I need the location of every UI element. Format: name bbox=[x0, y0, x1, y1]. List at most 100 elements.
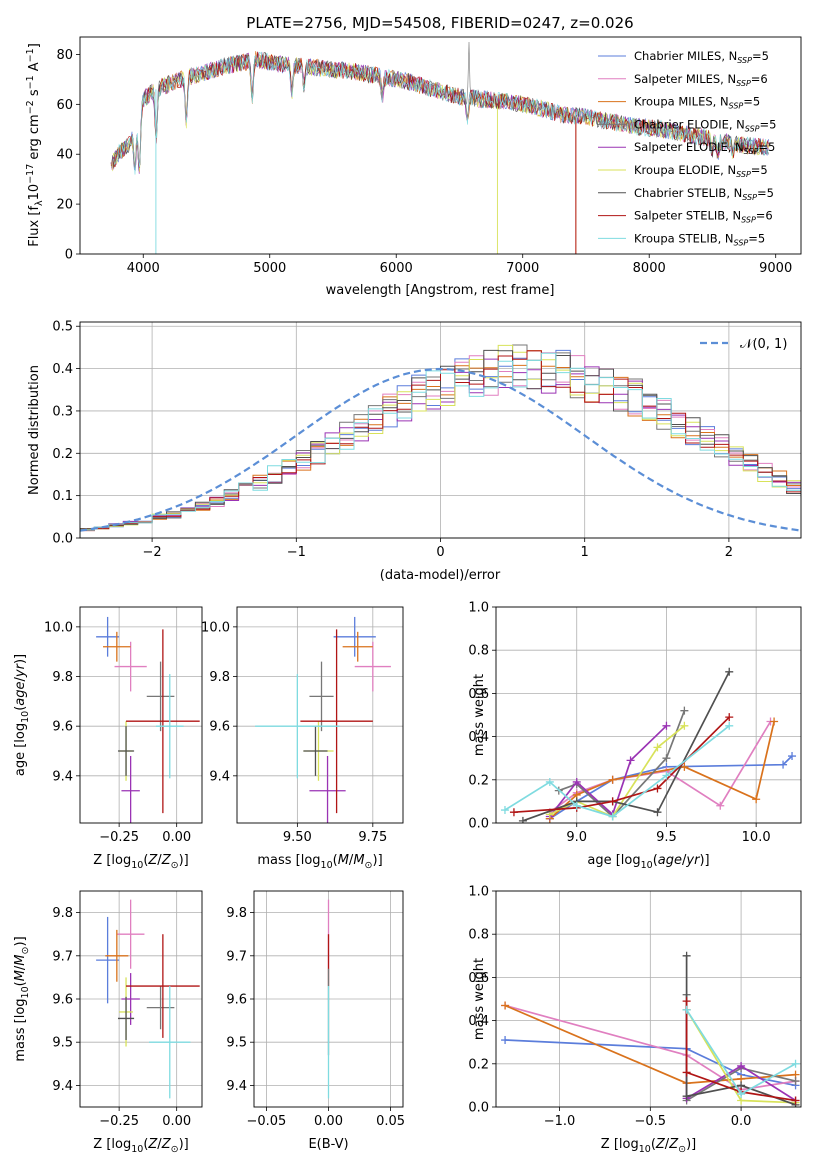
label-part: ⊙ bbox=[678, 1144, 686, 1155]
label-part: Z [log bbox=[93, 853, 131, 868]
weight-marker bbox=[682, 1092, 691, 1101]
label-part: / bbox=[157, 1137, 162, 1152]
legend-sub: SSP bbox=[742, 193, 757, 202]
legend-text: =5 bbox=[748, 231, 765, 245]
label-part: Z [log bbox=[601, 1137, 639, 1152]
weight-line bbox=[685, 1001, 796, 1102]
errorbar-point bbox=[342, 631, 373, 662]
histogram-series bbox=[80, 349, 801, 538]
weight-series bbox=[500, 721, 734, 821]
errorbar-point bbox=[303, 726, 328, 776]
weight-marker bbox=[791, 1096, 800, 1105]
errorbar-point bbox=[116, 899, 145, 969]
label-part: Z bbox=[161, 1137, 172, 1152]
errorbar-point bbox=[354, 641, 391, 692]
label-part: 10 bbox=[131, 860, 143, 871]
x-tick-label: −0.5 bbox=[635, 1114, 667, 1129]
z_age-chart: −0.25 0.009.49.69.810.0Z [log10(Z/Z⊙)]age… bbox=[13, 606, 203, 871]
x-tick-label: −0.25 bbox=[99, 1114, 139, 1129]
spectrum-chart: 4000 5000 6000 7000 8000 9000 0 20 40 60 80 PLATE=2… bbox=[25, 14, 802, 298]
axes-frame bbox=[495, 606, 802, 824]
label-part: )] bbox=[373, 853, 383, 868]
label-part: 10 bbox=[27, 184, 42, 201]
ebv_mass-chart: −0.05 0.00 0.05 9.4 9.5 9.6 9.7 9.8 E(B-V) bbox=[226, 890, 405, 1152]
y-tick-label: 0.1 bbox=[52, 489, 73, 504]
label-part: 10 bbox=[131, 1144, 143, 1155]
legend-label: Salpeter ELODIE, NSSP=5 bbox=[634, 140, 775, 156]
label-part: )] bbox=[179, 1137, 189, 1152]
weight-marker bbox=[608, 775, 617, 784]
label-part: age bbox=[658, 853, 682, 868]
y-axis-label: mass weight bbox=[472, 958, 487, 1040]
label-part: age [log bbox=[587, 853, 640, 868]
label-part: 10 bbox=[20, 986, 31, 998]
label-part: Flux [f bbox=[27, 206, 42, 247]
spectrum-line bbox=[111, 52, 769, 174]
legend-text: =5 bbox=[752, 49, 769, 63]
errorbar-point bbox=[96, 616, 120, 657]
x-tick-label: 0 bbox=[436, 545, 444, 560]
y-tick-label: 9.6 bbox=[209, 720, 230, 735]
label-part: / bbox=[13, 676, 28, 681]
y-tick-label: 9.4 bbox=[52, 769, 73, 784]
label-part: )] bbox=[13, 654, 28, 664]
x-tick-label: 9.5 bbox=[656, 830, 677, 845]
weight-marker bbox=[680, 762, 689, 771]
x-tick-label: −0.25 bbox=[99, 830, 139, 845]
x-tick-label: 4000 bbox=[127, 261, 160, 276]
axes-frame bbox=[79, 36, 802, 255]
label-part: ⊙ bbox=[365, 860, 373, 871]
y-tick-label: 0.0 bbox=[468, 1101, 489, 1116]
y-tick-label: 0.5 bbox=[52, 320, 73, 335]
y-axis-label: mass weight bbox=[472, 674, 487, 756]
weight-marker bbox=[662, 721, 671, 730]
axes-frame bbox=[236, 606, 404, 824]
weight-marker bbox=[752, 795, 761, 804]
y-tick-label: 0.4 bbox=[468, 1014, 489, 1029]
axes-frame bbox=[253, 890, 404, 1108]
y-tick-label: 0.0 bbox=[468, 817, 489, 832]
x-tick-label: 8000 bbox=[633, 261, 666, 276]
errorbar-point bbox=[103, 631, 131, 662]
legend-text: Chabrier STELIB, N bbox=[634, 186, 742, 200]
y-axis-label: Flux [fλ10−17 erg cm−2 s−1 A−1] bbox=[25, 43, 45, 247]
x-tick-label: 9.75 bbox=[358, 830, 387, 845]
weight-marker bbox=[653, 743, 662, 752]
errorbar-point bbox=[126, 934, 200, 1038]
legend-text: Chabrier MILES, N bbox=[634, 49, 737, 63]
weight-series bbox=[682, 1005, 800, 1099]
label-part: / bbox=[349, 853, 354, 868]
y-tick-label: 0 bbox=[65, 248, 73, 263]
x-tick-label: 7000 bbox=[506, 261, 539, 276]
plot-area bbox=[501, 951, 800, 1107]
x-tick-label: −0.05 bbox=[246, 1114, 286, 1129]
legend-sub: SSP bbox=[736, 79, 751, 88]
x-axis-label: E(B-V) bbox=[308, 1137, 348, 1152]
weight-marker bbox=[737, 1061, 746, 1070]
legend-sub: SSP bbox=[741, 216, 756, 225]
y-tick-label: 0.2 bbox=[468, 1057, 489, 1072]
label-part: / bbox=[157, 853, 162, 868]
weight-marker bbox=[680, 706, 689, 715]
label-part: ( bbox=[13, 981, 28, 986]
x-tick-label: 10.0 bbox=[742, 830, 771, 845]
chart-title: PLATE=2756, MJD=54508, FIBERID=0247, z=0… bbox=[246, 14, 633, 32]
legend-sub: SSP bbox=[729, 102, 744, 111]
label-part: ( bbox=[143, 853, 148, 868]
y-tick-label: 9.4 bbox=[52, 1079, 73, 1094]
label-part: )] bbox=[686, 1137, 696, 1152]
weight-marker bbox=[682, 997, 691, 1006]
label-part: λ bbox=[34, 200, 45, 206]
label-part: mass [log bbox=[257, 853, 320, 868]
label-part: age bbox=[13, 681, 28, 705]
legend-label: Kroupa MILES, NSSP=5 bbox=[634, 95, 760, 111]
y-tick-label: 9.6 bbox=[226, 993, 247, 1008]
x-axis-label: wavelength [Angstrom, rest frame] bbox=[326, 283, 555, 298]
weight-line bbox=[504, 1004, 796, 1085]
label-part: s bbox=[27, 89, 42, 100]
x-tick-label: 2 bbox=[725, 545, 733, 560]
label-part: mass [log bbox=[13, 998, 28, 1061]
label-part: −2 bbox=[25, 100, 36, 114]
